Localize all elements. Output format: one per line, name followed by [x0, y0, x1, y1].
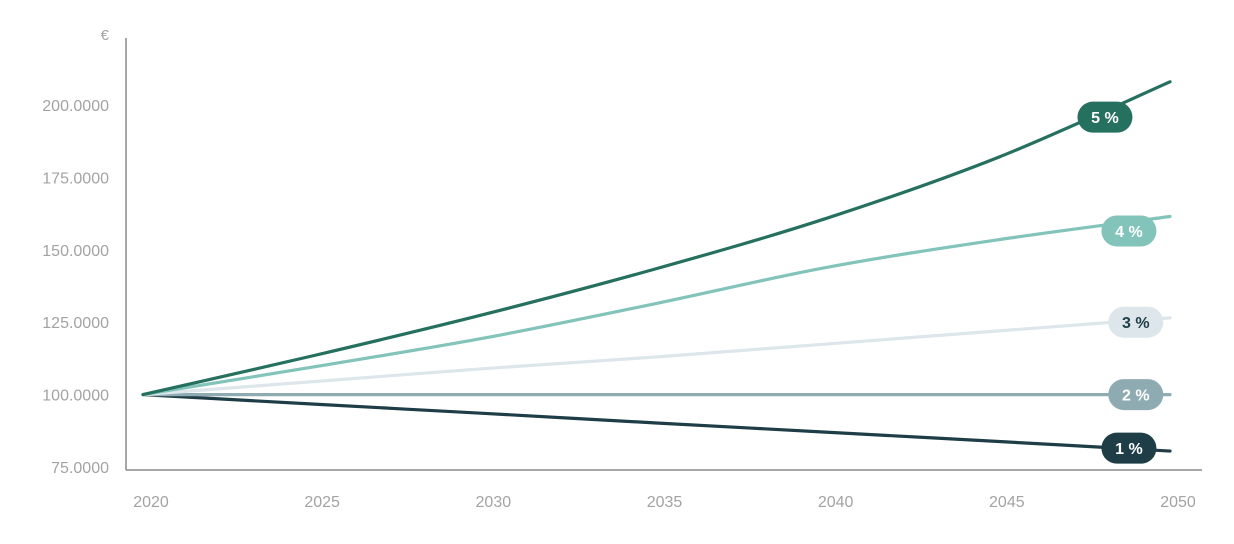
- y-tick-label: 75.0000: [51, 460, 109, 477]
- x-tick-label: 2025: [304, 494, 340, 511]
- series-line: [141, 393, 1172, 453]
- series-label-badge: [1108, 379, 1164, 411]
- y-tick-label: 150.0000: [42, 243, 109, 260]
- series-label: 5 %: [1091, 110, 1119, 127]
- series-label-badge: [1101, 432, 1157, 464]
- series-line: [141, 316, 1172, 397]
- y-tick-label: 125.0000: [42, 315, 109, 332]
- x-tick-label: 2035: [647, 494, 683, 511]
- y-axis-ticks: 75.0000 100.0000 125.0000 150.0000 175.0000 2…: [42, 98, 109, 477]
- x-tick-label: 2045: [989, 494, 1025, 511]
- y-tick-label: 175.0000: [42, 170, 109, 187]
- y-tick-label: 100.0000: [42, 388, 109, 405]
- series-label: 4 %: [1115, 224, 1143, 241]
- series-label: 2 %: [1122, 388, 1150, 405]
- x-axis-ticks: 2020 2025 2030 2035 2040 2045 2050: [133, 494, 1196, 511]
- series-line: [141, 80, 1172, 397]
- x-tick-label: 2030: [476, 494, 512, 511]
- series-label: 3 %: [1122, 315, 1150, 332]
- x-tick-label: 2020: [133, 494, 169, 511]
- series-label-badge: [1077, 101, 1133, 133]
- series-line: [141, 214, 1172, 397]
- y-axis-unit-label: €: [101, 27, 110, 44]
- x-tick-label: 2040: [818, 494, 854, 511]
- series-label: 1 %: [1115, 441, 1143, 458]
- series-lines: [141, 80, 1172, 453]
- series-labels: 5 % 4 % 3 % 2 % 1 %: [1077, 101, 1164, 464]
- series-label-badge: [1101, 215, 1157, 247]
- series-label-badge: [1108, 306, 1164, 338]
- x-tick-label: 2050: [1160, 494, 1196, 511]
- y-tick-label: 200.0000: [42, 98, 109, 115]
